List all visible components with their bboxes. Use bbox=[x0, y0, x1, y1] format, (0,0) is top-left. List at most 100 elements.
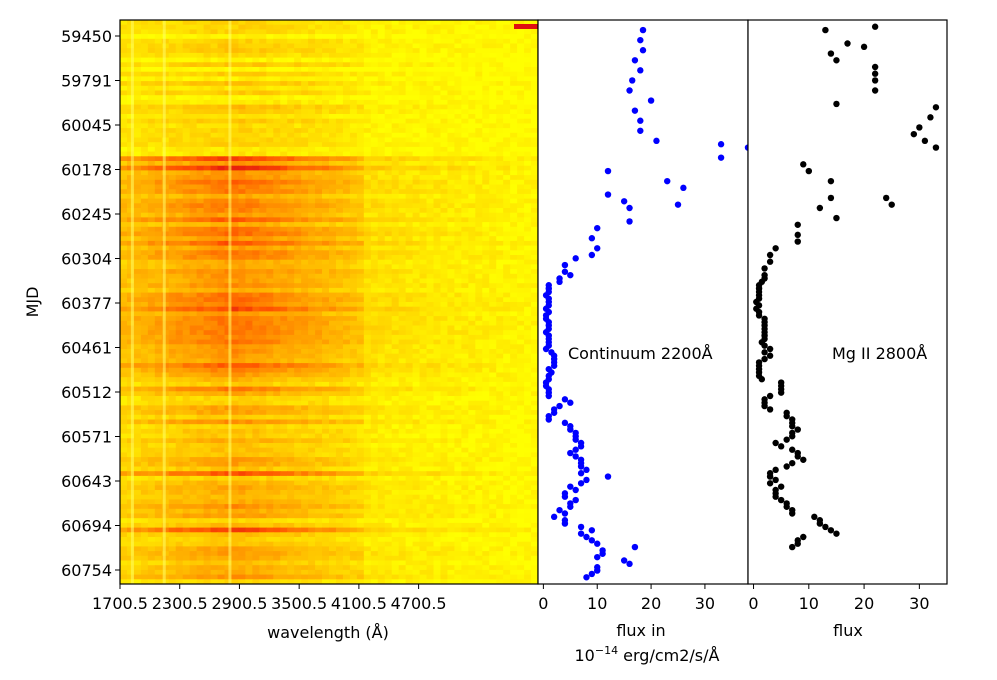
heatmap-cell bbox=[377, 137, 386, 143]
heatmap-cell bbox=[412, 165, 421, 171]
heatmap-cell bbox=[266, 118, 274, 124]
heatmap-cell bbox=[391, 386, 400, 392]
heatmap-cell bbox=[342, 236, 351, 242]
heatmap-cell bbox=[259, 24, 267, 30]
heatmap-cell bbox=[140, 203, 149, 209]
heatmap-cell bbox=[335, 240, 344, 247]
heatmap-cell bbox=[335, 20, 344, 26]
heatmap-cell bbox=[210, 151, 219, 157]
heatmap-cell bbox=[147, 250, 156, 256]
heatmap-cell bbox=[405, 226, 414, 233]
heatmap-cell bbox=[175, 358, 184, 364]
heatmap-cell bbox=[503, 142, 511, 148]
heatmap-cell bbox=[405, 24, 414, 30]
heatmap-cell bbox=[510, 377, 518, 383]
heatmap-cell bbox=[322, 269, 330, 275]
heatmap-cell bbox=[238, 255, 246, 261]
heatmap-cell bbox=[412, 226, 421, 233]
heatmap-cell bbox=[356, 316, 365, 322]
heatmap-cell bbox=[454, 95, 462, 101]
heatmap-cell bbox=[308, 20, 316, 26]
heatmap-cell bbox=[203, 104, 212, 110]
heatmap-cell bbox=[120, 170, 128, 176]
heatmap-cell bbox=[301, 104, 309, 110]
heatmap-cell bbox=[175, 151, 184, 157]
heatmap-cell bbox=[259, 226, 267, 233]
heatmap-cell bbox=[308, 302, 316, 308]
heatmap-cell bbox=[120, 396, 128, 402]
heatmap-cell bbox=[440, 278, 449, 284]
heatmap-cell bbox=[475, 132, 483, 139]
heatmap-cell bbox=[489, 175, 497, 181]
heatmap-cell bbox=[342, 231, 351, 237]
heatmap-cell bbox=[147, 151, 156, 157]
heatmap-cell bbox=[238, 386, 246, 392]
heatmap-cell bbox=[349, 198, 358, 204]
heatmap-cell bbox=[482, 269, 490, 275]
heatmap-cell bbox=[524, 381, 532, 388]
heatmap-cell bbox=[140, 259, 149, 265]
heatmap-cell bbox=[133, 203, 142, 209]
heatmap-cell bbox=[503, 20, 511, 26]
heatmap-cell bbox=[370, 297, 379, 303]
heatmap-cell bbox=[489, 353, 497, 359]
heatmap-cell bbox=[147, 405, 156, 411]
heatmap-cell bbox=[175, 175, 184, 181]
heatmap-cell bbox=[468, 48, 476, 54]
heatmap-cell bbox=[329, 297, 337, 303]
heatmap-cell bbox=[384, 372, 393, 378]
heatmap-cell bbox=[126, 410, 135, 416]
heatmap-cell bbox=[301, 344, 309, 350]
heatmap-cell bbox=[356, 90, 365, 96]
heatmap-cell bbox=[196, 330, 205, 336]
heatmap-cell bbox=[266, 240, 274, 247]
heatmap-cell bbox=[231, 175, 240, 181]
heatmap-cell bbox=[510, 349, 518, 355]
heatmap-cell bbox=[405, 175, 414, 181]
heatmap-cell bbox=[140, 400, 149, 406]
heatmap-cell bbox=[335, 29, 344, 35]
heatmap-cell bbox=[426, 325, 435, 331]
heatmap-cell bbox=[217, 76, 226, 82]
heatmap-cell bbox=[384, 71, 393, 77]
heatmap-cell bbox=[412, 273, 421, 280]
heatmap-cell bbox=[315, 349, 323, 355]
heatmap-cell bbox=[349, 137, 358, 143]
heatmap-cell bbox=[210, 273, 219, 280]
heatmap-cell bbox=[398, 57, 407, 63]
heatmap-cell bbox=[126, 259, 135, 265]
heatmap-cell bbox=[363, 132, 372, 139]
heatmap-cell bbox=[168, 410, 177, 416]
heatmap-cell bbox=[412, 396, 421, 402]
heatmap-cell bbox=[133, 137, 142, 143]
heatmap-cell bbox=[482, 175, 490, 181]
heatmap-cell bbox=[329, 259, 337, 265]
heatmap-cell bbox=[426, 245, 435, 251]
heatmap-cell bbox=[454, 34, 462, 40]
heatmap-cell bbox=[475, 386, 483, 392]
heatmap-cell bbox=[266, 198, 274, 204]
heatmap-cell bbox=[384, 381, 393, 388]
heatmap-cell bbox=[412, 146, 421, 153]
heatmap-cell bbox=[405, 71, 414, 77]
heatmap-cell bbox=[370, 20, 379, 26]
heatmap-cell bbox=[196, 363, 205, 369]
heatmap-cell bbox=[370, 344, 379, 350]
heatmap-cell bbox=[517, 377, 525, 383]
heatmap-cell bbox=[287, 198, 295, 204]
heatmap-cell bbox=[238, 128, 246, 134]
heatmap-cell bbox=[531, 344, 538, 350]
heatmap-cell bbox=[405, 344, 414, 350]
heatmap-cell bbox=[356, 287, 365, 294]
heatmap-cell bbox=[342, 198, 351, 204]
heatmap-cell bbox=[363, 85, 372, 92]
heatmap-cell bbox=[531, 62, 538, 68]
heatmap-cell bbox=[147, 48, 156, 54]
heatmap-cell bbox=[182, 405, 191, 411]
heatmap-cell bbox=[405, 34, 414, 40]
heatmap-cell bbox=[454, 109, 462, 115]
heatmap-cell bbox=[426, 292, 435, 298]
heatmap-cell bbox=[412, 90, 421, 96]
heatmap-cell bbox=[412, 231, 421, 237]
heatmap-cell bbox=[203, 184, 212, 190]
